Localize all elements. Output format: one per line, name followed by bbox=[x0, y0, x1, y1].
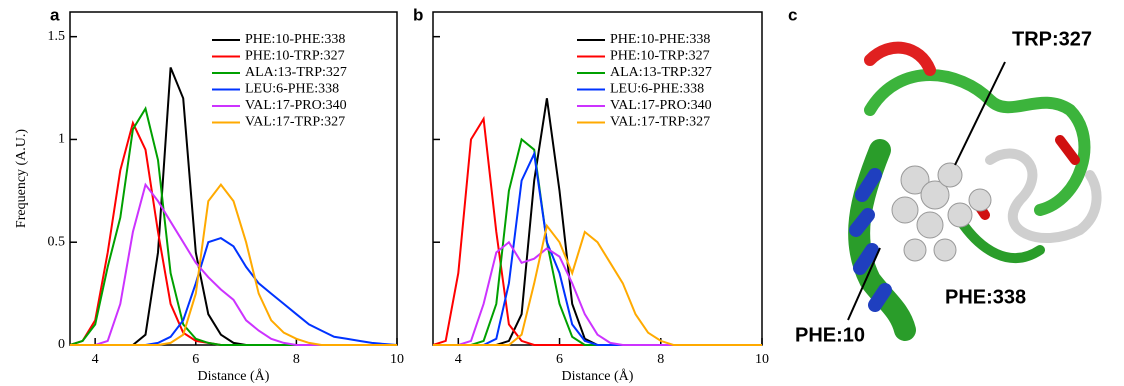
annotation: PHE:10 bbox=[795, 324, 865, 346]
figure: c TRP:327 PHE:338 PHE:10 a 4 6 8 10 0 0.5 1 1.5 D… bbox=[0, 0, 1124, 386]
legend-label: PHE:10-PHE:338 bbox=[245, 32, 345, 47]
legend-label: ALA:13-TRP:327 bbox=[245, 65, 347, 80]
x-tick-label: 10 bbox=[390, 352, 404, 367]
series-line bbox=[70, 68, 397, 346]
legend-label: PHE:10-TRP:327 bbox=[245, 49, 345, 64]
series-line bbox=[70, 185, 397, 345]
legend-label: ALA:13-TRP:327 bbox=[610, 65, 712, 80]
y-tick-label: 1 bbox=[58, 132, 65, 147]
panel-label: c bbox=[788, 5, 797, 24]
x-axis-label: Distance (Å) bbox=[198, 368, 270, 384]
x-tick-label: 6 bbox=[192, 352, 199, 367]
series-line bbox=[433, 242, 762, 345]
series-line bbox=[70, 185, 397, 345]
panel-label: b bbox=[413, 5, 423, 24]
annotation: TRP:327 bbox=[1012, 28, 1092, 50]
legend-label: LEU:6-PHE:338 bbox=[245, 82, 339, 97]
x-tick-label: 8 bbox=[657, 352, 664, 367]
x-tick-label: 10 bbox=[755, 352, 769, 367]
y-tick-label: 0.5 bbox=[48, 234, 66, 249]
legend-label: LEU:6-PHE:338 bbox=[610, 82, 704, 97]
x-tick-label: 8 bbox=[293, 352, 300, 367]
y-tick-label: 0 bbox=[58, 337, 65, 352]
y-axis-label: Frequency (A.U.) bbox=[14, 129, 29, 228]
panel-label: a bbox=[50, 5, 60, 24]
x-tick-label: 6 bbox=[556, 352, 563, 367]
x-axis-label: Distance (Å) bbox=[562, 368, 634, 384]
legend-label: VAL:17-TRP:327 bbox=[245, 115, 345, 130]
series-line bbox=[70, 123, 397, 345]
plot-frame bbox=[433, 12, 762, 345]
legend-label: VAL:17-PRO:340 bbox=[610, 98, 712, 113]
series-line bbox=[433, 226, 762, 345]
chart: a 4 6 8 10 0 0.5 1 1.5 Distance (Å) Frequency (A.U… bbox=[14, 5, 404, 384]
ribbon-red bbox=[870, 48, 930, 70]
series-line bbox=[70, 238, 397, 345]
chart: b 4 6 8 10 Distance (Å) PHE:10-PHE:338 PHE:10-T… bbox=[413, 5, 769, 384]
series-line bbox=[433, 154, 762, 345]
x-tick-label: 4 bbox=[455, 352, 462, 367]
x-tick-label: 4 bbox=[92, 352, 99, 367]
legend-label: VAL:17-PRO:340 bbox=[245, 98, 347, 113]
series-line bbox=[433, 119, 762, 345]
structure-panel: c TRP:327 PHE:338 PHE:10 bbox=[788, 5, 1097, 346]
annotation: PHE:338 bbox=[945, 286, 1026, 308]
legend-label: VAL:17-TRP:327 bbox=[610, 115, 710, 130]
y-tick-label: 1.5 bbox=[48, 29, 66, 44]
legend-label: PHE:10-PHE:338 bbox=[610, 32, 710, 47]
legend-label: PHE:10-TRP:327 bbox=[610, 49, 710, 64]
